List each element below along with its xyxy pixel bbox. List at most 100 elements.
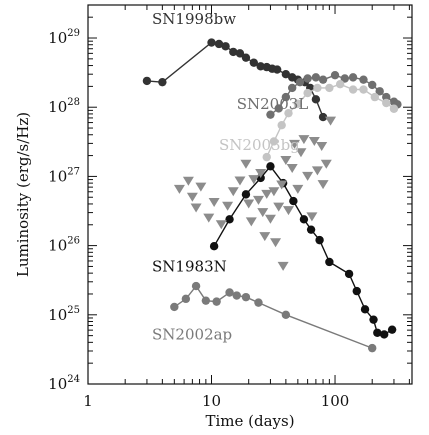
data-point (201, 296, 211, 305)
upper-limit-marker (186, 192, 198, 202)
upper-limit-marker (234, 176, 246, 186)
upper-limit-marker (286, 164, 298, 174)
upper-limit-marker (308, 136, 320, 146)
data-point (241, 53, 251, 62)
upper-limit-marker (240, 159, 252, 169)
data-point (382, 98, 391, 108)
upper-limit-marker (298, 135, 310, 145)
upper-limit-marker (320, 159, 332, 169)
data-point (214, 39, 224, 49)
upper-limit-marker (190, 203, 202, 213)
series-upper-limits (173, 116, 337, 271)
y-tick-exponent: 26 (67, 236, 80, 247)
data-point (281, 92, 291, 102)
upper-limit-marker (325, 116, 337, 126)
y-axis-title: Luminosity (erg/s/Hz) (14, 112, 32, 277)
data-point (360, 305, 370, 314)
data-point (348, 73, 358, 82)
upper-limit-marker (243, 199, 255, 209)
series-label: SN1998bw (152, 10, 236, 28)
data-point (335, 80, 345, 89)
y-tick-base: 10 (48, 306, 67, 324)
data-point (142, 76, 152, 86)
y-tick-exponent: 25 (67, 305, 80, 316)
upper-limit-marker (255, 169, 267, 179)
data-point (368, 80, 377, 90)
data-point (359, 75, 368, 84)
data-point (232, 291, 241, 300)
upper-limit-marker (277, 261, 289, 271)
data-point (254, 298, 263, 307)
data-point (274, 104, 283, 113)
data-point (281, 69, 291, 79)
data-point (262, 152, 271, 162)
data-point (359, 85, 368, 94)
plot-frame (87, 4, 413, 385)
x-tick-label: 1 (83, 392, 93, 410)
upper-limit-marker (245, 217, 257, 227)
y-tick-base: 10 (48, 98, 67, 116)
data-point (325, 83, 334, 93)
data-point (340, 74, 350, 83)
upper-limit-marker (222, 201, 234, 211)
data-point (373, 328, 382, 337)
data-point (284, 108, 293, 118)
upper-limit-marker (257, 208, 269, 218)
data-point (158, 77, 167, 87)
upper-limit-marker (280, 155, 292, 165)
data-point (303, 74, 312, 83)
upper-limit-marker (195, 182, 207, 192)
data-point (303, 88, 312, 98)
y-tick-base: 10 (48, 29, 67, 47)
data-point (330, 71, 340, 80)
upper-limit-marker (208, 197, 220, 207)
upper-limit-marker (248, 175, 260, 185)
data-point (229, 47, 238, 57)
series-label: SN2002ap (152, 325, 232, 343)
series-label: SN1983N (152, 258, 227, 276)
data-point (289, 196, 298, 206)
data-point (368, 343, 377, 353)
data-point (348, 85, 358, 94)
series-sn2002ap (170, 281, 377, 353)
data-point (315, 235, 324, 245)
data-point (287, 83, 297, 93)
data-point (387, 325, 397, 334)
data-point (370, 92, 380, 102)
y-tick-exponent: 29 (67, 28, 80, 39)
data-point (344, 269, 354, 279)
data-point (170, 302, 179, 312)
upper-limit-marker (273, 202, 285, 212)
data-point (293, 99, 303, 109)
data-point (225, 288, 234, 297)
upper-limit-marker (292, 184, 304, 194)
data-point (318, 112, 328, 122)
upper-limit-marker (316, 142, 328, 152)
data-point (241, 292, 251, 302)
upper-limit-marker (276, 180, 288, 190)
x-tick-label: 100 (321, 392, 350, 410)
series-labels-layer: SN1998bw SN2003L SN2003bg SN1983N SN2002ap (152, 10, 308, 344)
upper-limit-marker (302, 171, 314, 181)
upper-limit-marker (289, 139, 301, 149)
upper-limit-marker (264, 214, 276, 224)
upper-limit-marker (311, 166, 323, 176)
data-point (352, 286, 361, 296)
series-layer (142, 38, 402, 353)
data-point (277, 120, 286, 130)
data-point (272, 65, 282, 74)
upper-limit-marker (306, 212, 318, 222)
y-tick-label: 1027 (48, 166, 80, 185)
upper-limit-marker (215, 220, 227, 230)
y-tick-exponent: 28 (67, 97, 80, 108)
data-point (382, 92, 391, 102)
data-point (379, 330, 389, 339)
upper-limit-marker (252, 195, 264, 205)
upper-limit-marker (203, 213, 215, 223)
series-sn2003bg (262, 80, 399, 162)
data-point (212, 297, 221, 306)
data-point (225, 215, 234, 224)
y-tick-label: 1029 (48, 28, 80, 47)
